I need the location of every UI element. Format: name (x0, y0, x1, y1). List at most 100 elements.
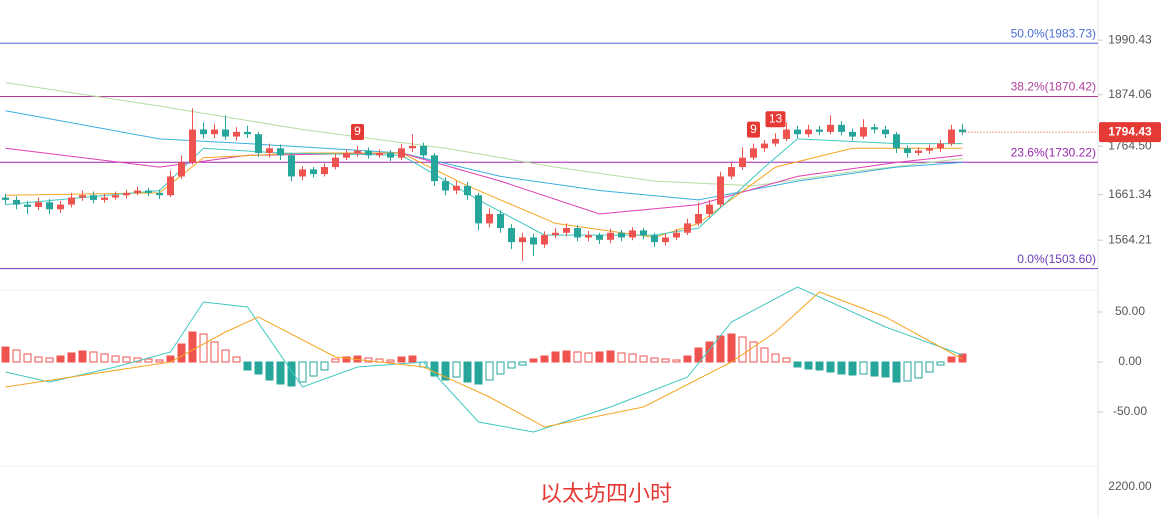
candle-body (255, 134, 262, 153)
candle-body (112, 195, 119, 198)
histogram-bar (529, 358, 538, 363)
candle-body (277, 148, 284, 156)
histogram-bar (815, 361, 824, 371)
histogram-bar (595, 351, 604, 363)
histogram-bar (826, 361, 835, 373)
histogram-bar (155, 359, 164, 363)
y-tick-label: 1990.43 (1108, 32, 1152, 46)
moving-average (5, 82, 963, 187)
histogram-bar (254, 361, 263, 375)
candle-body (442, 181, 449, 191)
candle-body (343, 152, 350, 158)
candle-body (354, 150, 361, 153)
candle-body (706, 204, 713, 214)
candle-body (222, 129, 229, 137)
candle-body (948, 129, 955, 144)
histogram-bar (551, 351, 560, 363)
candle-body (629, 230, 636, 238)
moving-average (5, 110, 963, 201)
histogram-bar (881, 361, 890, 378)
candle-body (376, 152, 383, 156)
histogram-bar (485, 361, 494, 381)
histogram-bar (221, 349, 230, 363)
candle-body (596, 235, 603, 240)
histogram-bar (936, 361, 945, 366)
histogram-bar (837, 361, 846, 375)
moving-average (5, 138, 963, 236)
histogram-bar (408, 355, 417, 363)
histogram-bar (342, 356, 351, 363)
histogram-bar (298, 361, 307, 383)
candle-body (189, 129, 196, 163)
candle-body (805, 129, 812, 135)
histogram-bar (606, 350, 615, 363)
candle-body (860, 127, 867, 137)
fib-label: 23.6%(1730.22) (1011, 145, 1096, 159)
signal-marker-label: 9 (354, 124, 361, 138)
histogram-bar (518, 361, 527, 366)
histogram-bar (12, 349, 21, 363)
histogram-bar (243, 361, 252, 371)
histogram-bar (386, 359, 395, 363)
histogram-bar (672, 359, 681, 363)
candle-body (728, 167, 735, 177)
y-tick-label: 0.00 (1118, 354, 1142, 368)
candle-body (695, 213, 702, 224)
candle-body (794, 129, 801, 135)
signal-marker-label: 13 (769, 111, 783, 125)
macd-line (5, 291, 963, 428)
histogram-bar (397, 356, 406, 363)
candle-body (926, 148, 933, 151)
histogram-bar (639, 355, 648, 363)
histogram-bar (958, 353, 967, 363)
histogram-bar (947, 356, 956, 363)
candle-body (783, 129, 790, 139)
histogram-bar (177, 343, 186, 363)
current-price-label: 1794.43 (1108, 124, 1152, 138)
candle-body (68, 197, 75, 205)
histogram-bar (56, 355, 65, 363)
histogram-bar (188, 331, 197, 363)
candle-body (530, 237, 537, 245)
candle-body (46, 202, 53, 210)
histogram-bar (914, 361, 923, 379)
histogram-bar (441, 361, 450, 381)
candle-body (57, 204, 64, 210)
histogram-bar (309, 361, 318, 377)
candle-body (684, 223, 691, 233)
histogram-bar (122, 356, 131, 363)
candle-body (717, 176, 724, 205)
candle-body (233, 131, 240, 137)
histogram-bar (34, 356, 43, 363)
histogram-bar (540, 355, 549, 363)
histogram-bar (573, 351, 582, 363)
candle-body (838, 124, 845, 132)
candle-body (167, 176, 174, 196)
y-tick-label: 1661.34 (1108, 187, 1152, 201)
histogram-bar (562, 350, 571, 363)
candle-body (266, 148, 273, 153)
candle-body (607, 232, 614, 240)
candle-body (871, 127, 878, 130)
candle-body (640, 230, 647, 236)
histogram-bar (782, 357, 791, 363)
histogram-bar (507, 361, 516, 369)
candle-body (486, 213, 493, 224)
current-price-badge (1099, 122, 1161, 143)
candle-body (508, 228, 515, 243)
candle-body (244, 131, 251, 135)
candle-body (321, 167, 328, 175)
candle-body (849, 131, 856, 137)
candle-body (35, 202, 42, 207)
y-tick-label: -50.00 (1113, 404, 1147, 418)
histogram-bar (771, 353, 780, 363)
y-tick-label: 1874.06 (1108, 87, 1152, 101)
candle-body (519, 237, 526, 243)
histogram-bar (287, 361, 296, 387)
candle-body (90, 195, 97, 200)
y-tick-label: 50.00 (1115, 304, 1145, 318)
y-tick-label: 1564.21 (1108, 232, 1152, 246)
histogram-bar (793, 361, 802, 368)
candle-body (497, 213, 504, 229)
